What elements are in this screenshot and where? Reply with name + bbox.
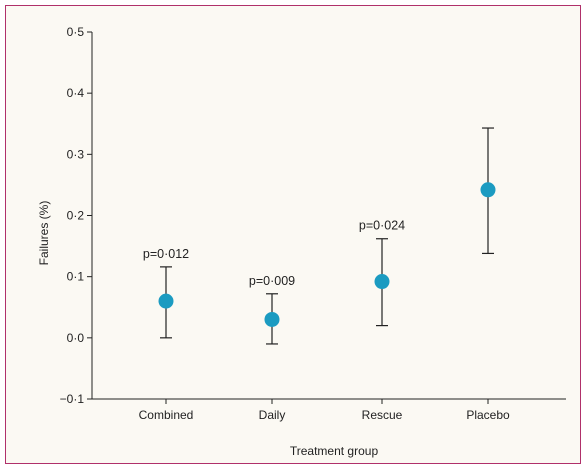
p-value-label: p=0·024 [359, 219, 405, 233]
y-tick-label: −0·1 [60, 392, 85, 406]
data-point [264, 311, 280, 327]
x-tick-label: Placebo [466, 408, 510, 422]
data-marks: p=0·012 p=0·009 p=0·024 [143, 127, 496, 345]
axes [91, 32, 566, 400]
chart-svg: −0·1 0·0 0·1 0·2 0·3 0·4 0·5 Combined Daily Resc… [37, 25, 566, 458]
y-tick-label: 0·2 [67, 209, 85, 223]
y-tick-label: 0·3 [67, 147, 85, 161]
y-ticks: −0·1 0·0 0·1 0·2 0·3 0·4 0·5 [60, 25, 92, 406]
y-tick-label: 0·5 [67, 25, 85, 39]
x-ticks: Combined Daily Rescue Placebo [139, 399, 510, 422]
x-axis-label: Treatment group [290, 444, 379, 458]
data-point [374, 274, 390, 290]
x-tick-label: Daily [259, 408, 286, 422]
y-tick-label: 0·0 [67, 331, 85, 345]
chart-frame: −0·1 0·0 0·1 0·2 0·3 0·4 0·5 Combined Daily Resc… [5, 5, 581, 464]
p-value-label: p=0·009 [249, 274, 295, 288]
y-tick-label: 0·1 [67, 270, 85, 284]
x-tick-label: Rescue [362, 408, 403, 422]
data-point [480, 182, 496, 198]
y-axis-label: Failures (%) [37, 201, 51, 266]
p-value-label: p=0·012 [143, 247, 189, 261]
data-point [158, 293, 174, 309]
x-tick-label: Combined [139, 408, 194, 422]
y-tick-label: 0·4 [67, 86, 85, 100]
